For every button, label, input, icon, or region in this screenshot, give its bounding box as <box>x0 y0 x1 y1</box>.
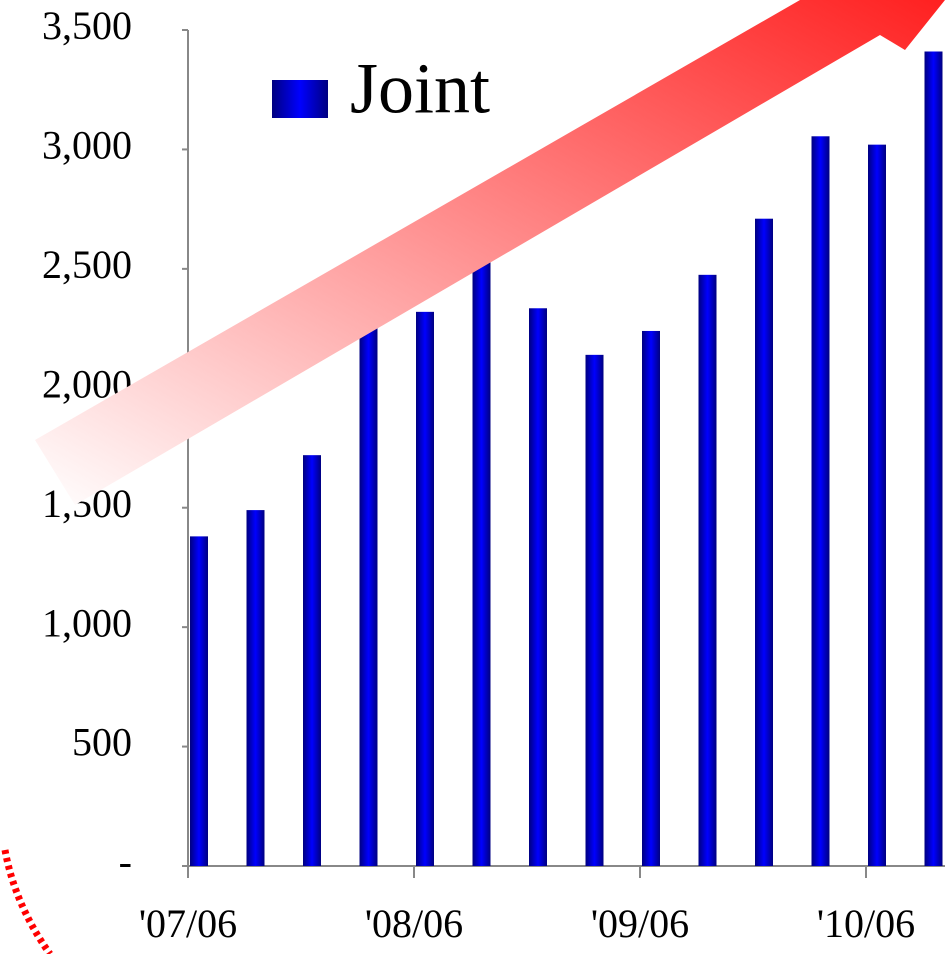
y-tick-label: 3,500 <box>42 3 132 48</box>
trend-arrow <box>35 0 945 505</box>
y-tick-label: 500 <box>72 720 132 765</box>
legend-label: Joint <box>350 49 490 129</box>
x-tick-label: '10/06 <box>817 901 915 946</box>
y-tick-label: 2,500 <box>42 242 132 287</box>
decor-circle <box>1 849 53 954</box>
bar <box>303 455 321 866</box>
bar <box>246 510 265 866</box>
x-tick-label: '08/06 <box>365 901 463 946</box>
bar <box>529 308 547 867</box>
bar <box>868 144 886 866</box>
bar <box>472 254 491 867</box>
bar <box>416 311 434 866</box>
bar <box>359 326 378 866</box>
x-tick-label: '09/06 <box>591 901 689 946</box>
bar <box>642 330 660 867</box>
y-tick-label: 1,000 <box>42 600 132 645</box>
y-tick-label: - <box>119 839 132 884</box>
x-tick-label: '07/06 <box>139 901 237 946</box>
bar <box>924 51 943 867</box>
bar <box>190 536 208 866</box>
bar <box>755 218 773 866</box>
y-tick-label: 3,000 <box>42 123 132 168</box>
legend-swatch <box>272 80 328 118</box>
bar <box>811 136 830 866</box>
bar <box>698 274 717 866</box>
bar <box>585 354 604 866</box>
